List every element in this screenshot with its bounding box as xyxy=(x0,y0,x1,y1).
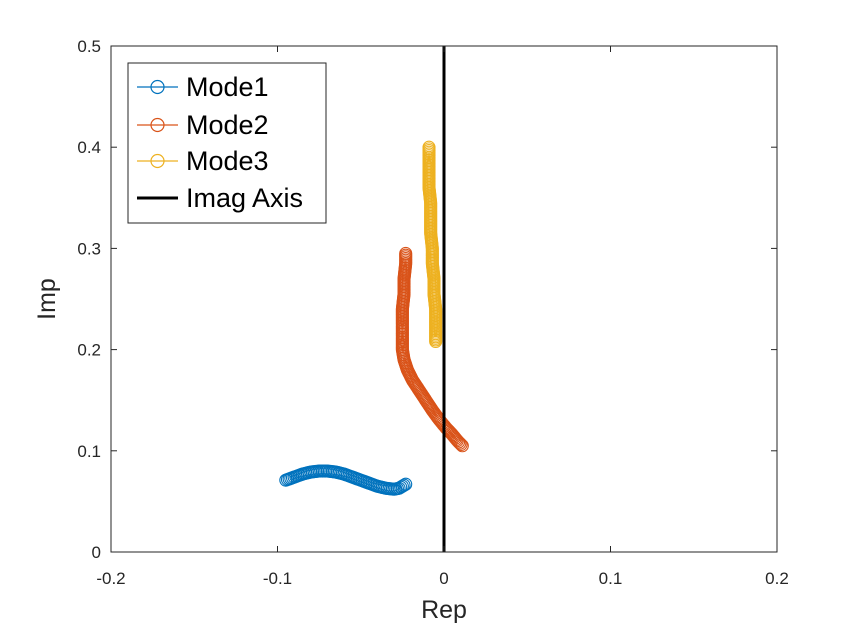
y-tick-label: 0.5 xyxy=(77,37,101,56)
legend-marker-mode2 xyxy=(150,117,165,133)
y-tick-label: 0.3 xyxy=(77,239,101,258)
series-mode1 xyxy=(279,464,413,496)
y-tick-label: 0.2 xyxy=(77,341,101,360)
x-tick-label: -0.1 xyxy=(263,569,292,588)
y-tick-label: 0.1 xyxy=(77,442,101,461)
series-mode3 xyxy=(422,140,443,349)
legend-marker-mode3 xyxy=(150,153,165,169)
data-point xyxy=(429,334,443,349)
x-tick-label: -0.2 xyxy=(96,569,125,588)
legend-box xyxy=(127,62,327,224)
x-axis-label: Rep xyxy=(421,596,467,624)
axes: -0.2 -0.1 0 0.1 0.2 0 0.1 0.2 0.3 0.4 0.5 xyxy=(77,37,788,588)
legend-label-mode2: Mode2 xyxy=(186,110,269,140)
x-tick-label: 0.1 xyxy=(599,569,623,588)
data-point xyxy=(450,434,464,448)
legend-label-imag-axis: Imag Axis xyxy=(186,183,303,213)
series-mode2 xyxy=(395,246,469,453)
y-axis-label: Imp xyxy=(33,278,61,320)
y-tick-label: 0 xyxy=(92,543,101,562)
y-tick-label: 0.4 xyxy=(77,138,101,157)
legend-entry-mode2: Mode2 xyxy=(137,110,269,140)
data-point xyxy=(455,439,469,453)
data-layer xyxy=(279,46,469,552)
marker xyxy=(453,436,467,450)
legend-label-mode3: Mode3 xyxy=(186,146,269,176)
data-point xyxy=(397,478,411,492)
legend-entry-mode1: Mode1 xyxy=(137,72,269,102)
data-point xyxy=(399,477,413,491)
legend-label-mode1: Mode1 xyxy=(186,72,269,102)
marker xyxy=(454,437,468,452)
marker xyxy=(452,435,466,449)
legend-entry-mode3: Mode3 xyxy=(137,146,269,176)
x-tick-label: 0 xyxy=(439,569,448,588)
legend-marker-mode1 xyxy=(150,79,165,95)
legend-entry-imag-axis: Imag Axis xyxy=(137,183,303,213)
x-tick-label: 0.2 xyxy=(765,569,789,588)
data-point xyxy=(395,479,409,493)
legend: Mode1 Mode2 Mode3 Imag Axis xyxy=(127,62,327,224)
